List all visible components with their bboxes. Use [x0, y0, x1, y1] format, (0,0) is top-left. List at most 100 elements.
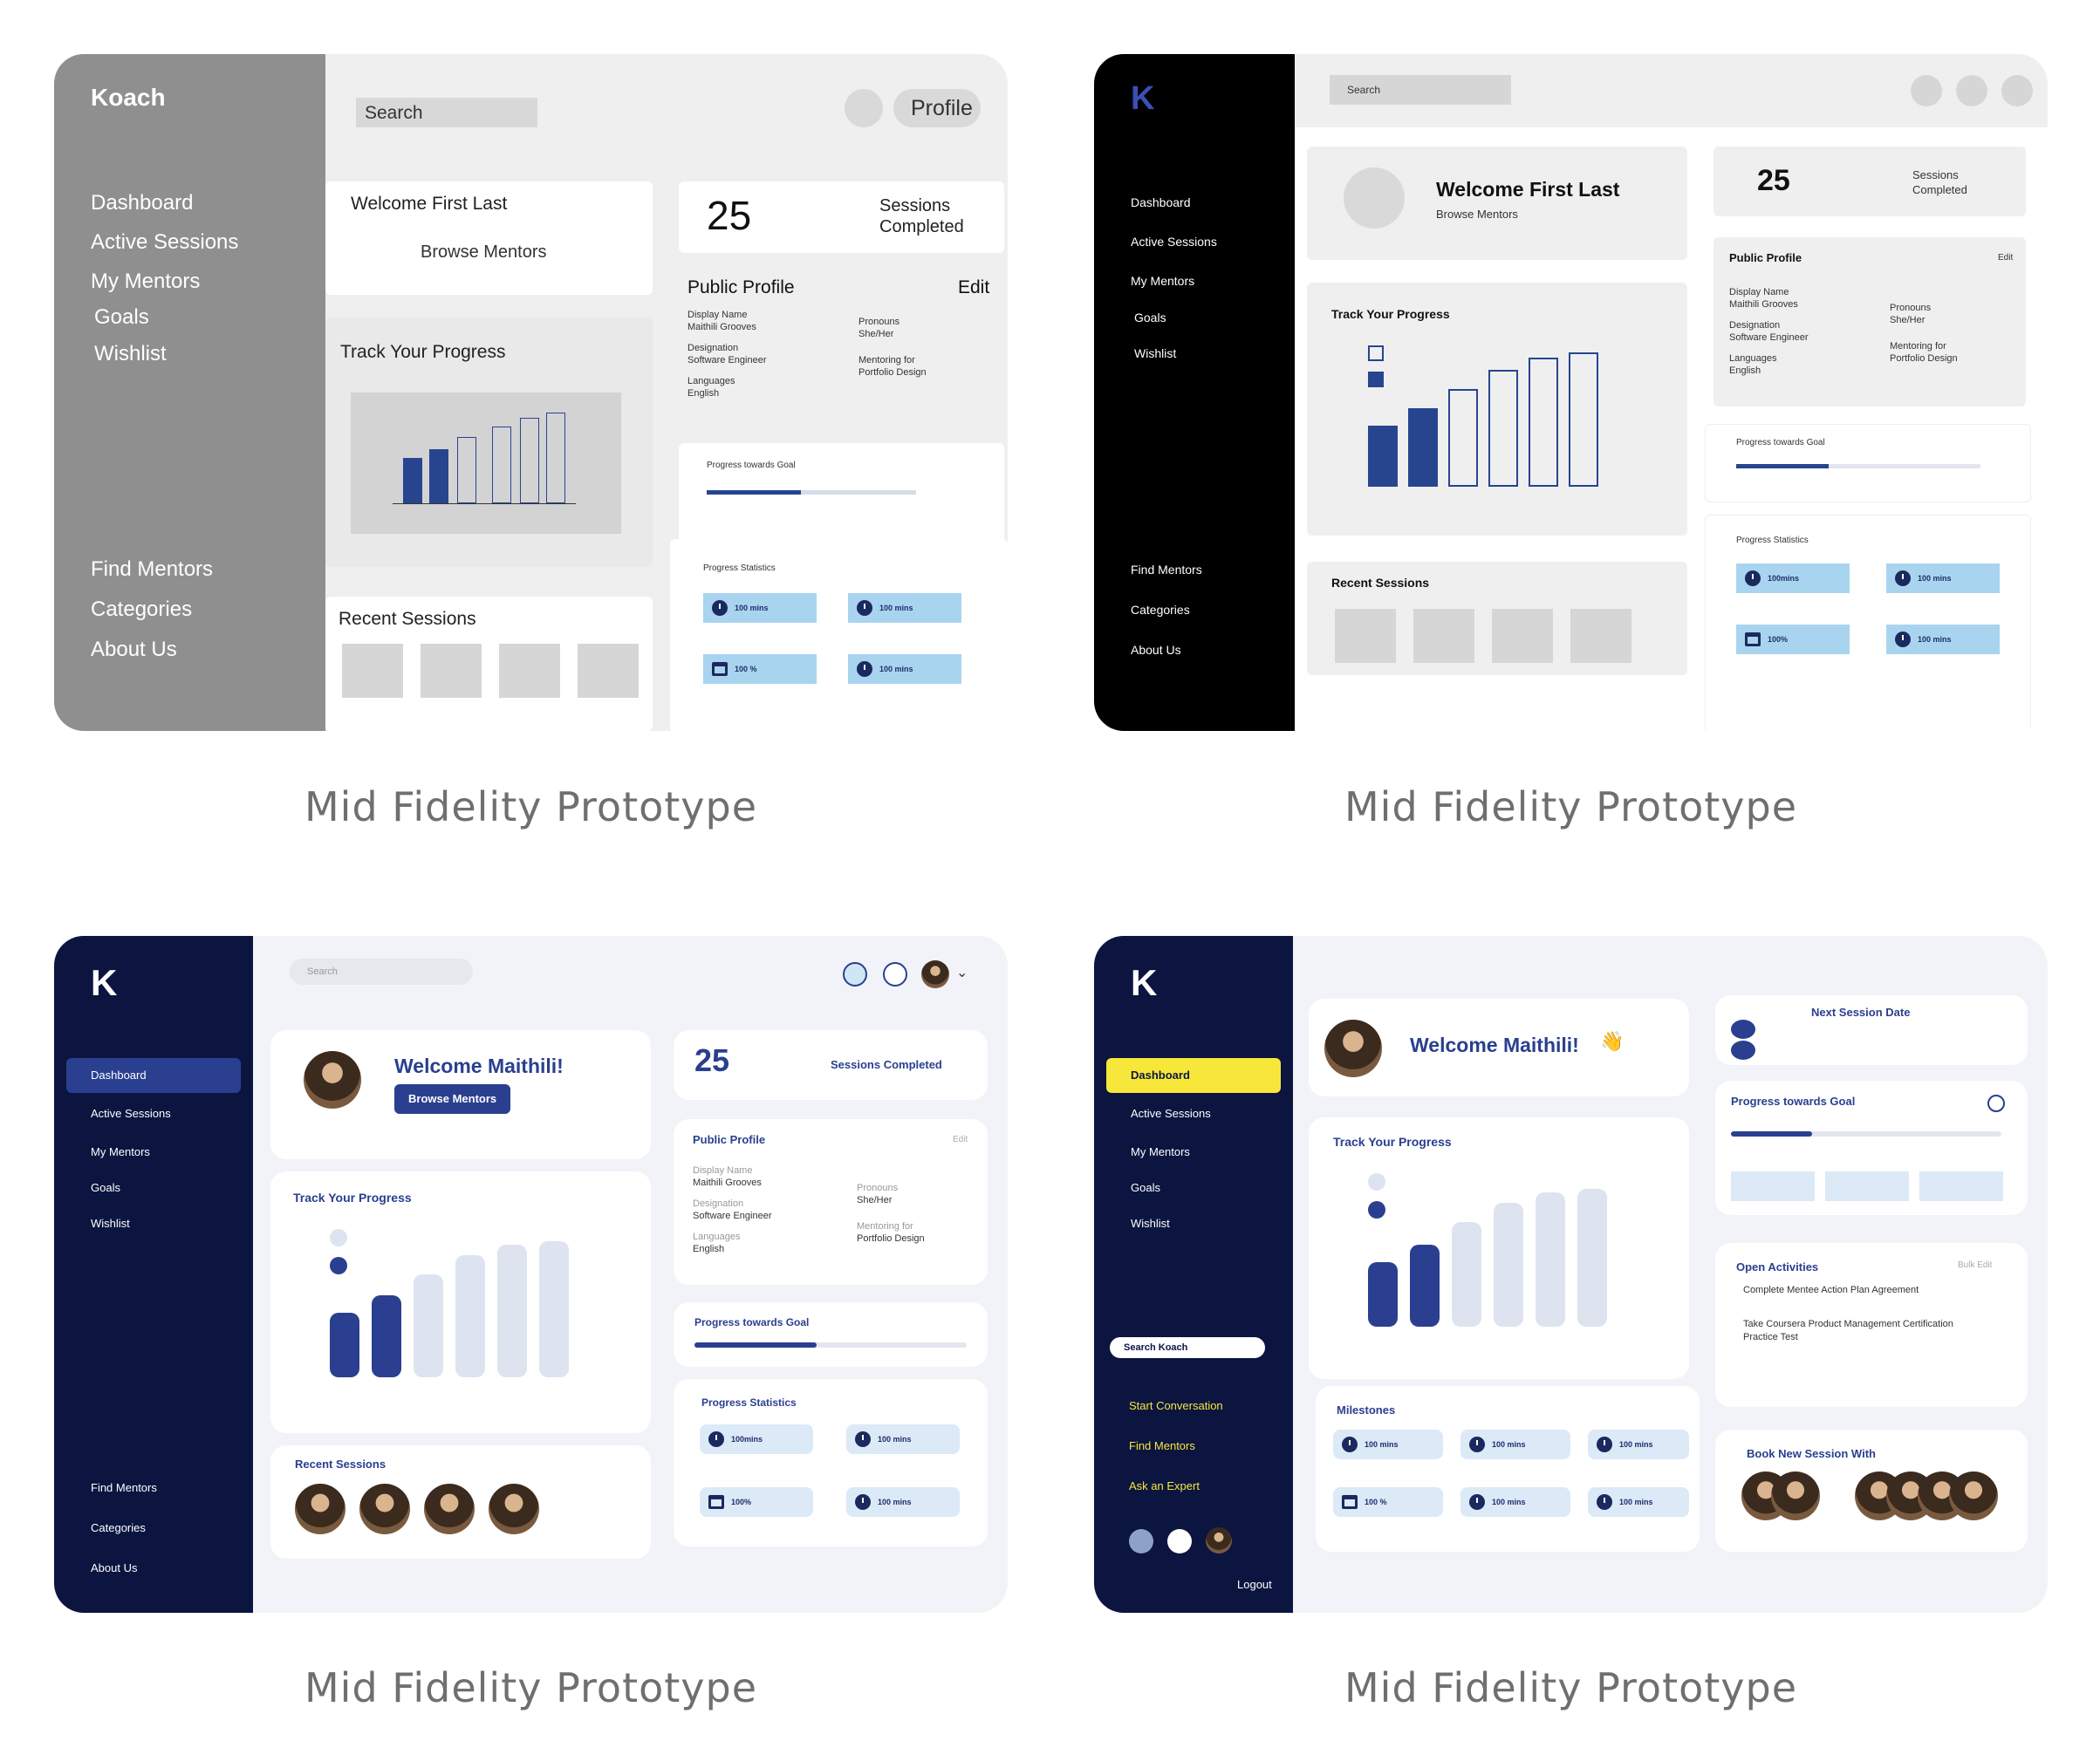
browse-mentors-button[interactable]: Browse Mentors — [394, 1084, 511, 1114]
mentor-avatar[interactable] — [295, 1484, 345, 1534]
edit-button[interactable]: Edit — [1998, 253, 2014, 263]
sidebar-item-about-us[interactable]: About Us — [91, 638, 177, 661]
welcome-card — [325, 181, 653, 295]
sidebar-item-about-us[interactable]: About Us — [91, 1561, 138, 1574]
sidebar-item-wishlist[interactable]: Wishlist — [1134, 346, 1177, 360]
progress-goal-fill — [1731, 1131, 1812, 1137]
sidebar-item-find-mentors[interactable]: Find Mentors — [91, 557, 214, 581]
activity-item[interactable]: Complete Mentee Action Plan Agreement — [1743, 1285, 1919, 1295]
mentor-avatar[interactable] — [1949, 1471, 1998, 1520]
sidebar-item-find-mentors[interactable]: Find Mentors — [1129, 1439, 1195, 1452]
activity-item[interactable]: Take Coursera Product Management Certifi… — [1743, 1319, 1953, 1342]
sidebar-item-active-sessions[interactable]: Active Sessions — [91, 230, 239, 254]
chevron-down-icon[interactable]: ⌄ — [956, 966, 968, 980]
sidebar-item-dashboard[interactable]: Dashboard — [1131, 1069, 1190, 1082]
prototype-3: K Dashboard Active Sessions My Mentors G… — [54, 936, 1008, 1613]
sidebar — [1094, 54, 1295, 731]
clock-icon — [1895, 570, 1911, 586]
search-koach-input[interactable]: Search Koach — [1110, 1337, 1265, 1358]
sidebar-item-wishlist[interactable]: Wishlist — [94, 342, 167, 365]
sidebar-item-my-mentors[interactable]: My Mentors — [1131, 274, 1195, 288]
clock-icon — [857, 661, 872, 677]
icon-placeholder[interactable] — [1956, 75, 1987, 106]
icon-placeholder[interactable] — [1911, 75, 1942, 106]
sidebar — [54, 936, 253, 1613]
sidebar-item-active-sessions[interactable]: Active Sessions — [91, 1107, 171, 1120]
progress-stats-title: Progress Statistics — [701, 1396, 797, 1409]
session-thumbnail[interactable] — [578, 644, 639, 698]
sidebar-item-start-conversation[interactable]: Start Conversation — [1129, 1399, 1223, 1412]
sidebar-item-my-mentors[interactable]: My Mentors — [91, 1145, 150, 1158]
sidebar-item-find-mentors[interactable]: Find Mentors — [1131, 563, 1202, 577]
session-thumbnail[interactable] — [1570, 609, 1631, 663]
sidebar-item-wishlist[interactable]: Wishlist — [1131, 1217, 1170, 1230]
clock-icon — [1597, 1437, 1612, 1452]
browse-mentors-button[interactable]: Browse Mentors — [1436, 208, 1518, 221]
chat-icon[interactable] — [843, 962, 867, 987]
search-input[interactable]: Search — [356, 98, 537, 127]
avatar-placeholder-icon[interactable] — [2001, 75, 2033, 106]
bell-icon[interactable] — [1167, 1529, 1192, 1553]
sidebar-item-dashboard[interactable]: Dashboard — [91, 191, 194, 215]
edit-button[interactable]: Edit — [958, 277, 990, 297]
sidebar-item-dashboard[interactable]: Dashboard — [91, 1069, 147, 1082]
mentor-avatar[interactable] — [1771, 1471, 1820, 1520]
sidebar-item-wishlist[interactable]: Wishlist — [91, 1217, 130, 1230]
user-avatar[interactable] — [1206, 1527, 1232, 1553]
mentor-avatar[interactable] — [424, 1484, 475, 1534]
session-thumbnail[interactable] — [1413, 609, 1474, 663]
sidebar-item-dashboard-active[interactable] — [66, 1058, 241, 1093]
clock-icon — [1745, 570, 1761, 586]
sidebar-item-categories[interactable]: Categories — [91, 597, 193, 621]
mentor-avatar[interactable] — [489, 1484, 539, 1534]
session-thumbnail[interactable] — [1492, 609, 1553, 663]
session-thumbnail[interactable] — [342, 644, 403, 698]
progress-chart — [1368, 1170, 1630, 1327]
sidebar-item-dashboard[interactable]: Dashboard — [1131, 195, 1191, 209]
clock-icon — [855, 1431, 871, 1447]
sidebar-item-goals[interactable]: Goals — [94, 305, 149, 329]
public-profile-title: Public Profile — [693, 1133, 766, 1146]
avatar-placeholder-icon[interactable] — [845, 89, 883, 127]
profile-label: Profile — [911, 96, 973, 120]
profile-fields-left: Display Name Maithili Grooves Designatio… — [1729, 287, 1809, 376]
sidebar-item-dashboard-active[interactable] — [1106, 1058, 1281, 1093]
info-icon[interactable] — [1987, 1095, 2005, 1112]
sidebar-item-active-sessions[interactable]: Active Sessions — [1131, 1107, 1211, 1120]
user-avatar[interactable] — [921, 960, 949, 988]
bell-icon[interactable] — [883, 962, 907, 987]
profile-button[interactable] — [893, 89, 981, 127]
chart-bar — [1368, 426, 1398, 487]
sidebar-item-goals[interactable]: Goals — [1131, 1181, 1160, 1194]
sidebar-item-goals[interactable]: Goals — [91, 1181, 120, 1194]
search-input[interactable]: Search — [1330, 75, 1511, 105]
clock-icon — [1469, 1494, 1485, 1510]
sidebar-item-about-us[interactable]: About Us — [1131, 643, 1181, 657]
sidebar-item-my-mentors[interactable]: My Mentors — [91, 270, 201, 293]
sidebar-item-ask-expert[interactable]: Ask an Expert — [1129, 1479, 1200, 1492]
sessions-count: 25 — [694, 1042, 730, 1078]
sidebar-item-categories[interactable]: Categories — [1131, 603, 1190, 617]
progress-goal-title: Progress towards Goal — [1731, 1095, 1856, 1108]
brand-logo: K — [91, 962, 118, 1003]
calendar-icon — [708, 1495, 724, 1509]
sidebar-item-find-mentors[interactable]: Find Mentors — [91, 1481, 157, 1494]
session-thumbnail[interactable] — [421, 644, 482, 698]
edit-button[interactable]: Edit — [953, 1135, 968, 1144]
sidebar-item-categories[interactable]: Categories — [91, 1521, 146, 1534]
clock-icon — [1342, 1437, 1358, 1452]
search-input[interactable]: Search — [290, 959, 473, 985]
logout-button[interactable]: Logout — [1237, 1578, 1272, 1591]
session-thumbnail[interactable] — [1335, 609, 1396, 663]
bulk-edit-button[interactable]: Bulk Edit — [1958, 1260, 1993, 1270]
browse-mentors-button[interactable]: Browse Mentors — [421, 242, 547, 262]
stat-card: 100 mins — [1588, 1430, 1689, 1459]
sidebar-item-goals[interactable]: Goals — [1134, 311, 1166, 324]
session-thumbnail[interactable] — [499, 644, 560, 698]
sidebar-item-my-mentors[interactable]: My Mentors — [1131, 1145, 1190, 1158]
mentor-avatar[interactable] — [359, 1484, 410, 1534]
sidebar-item-active-sessions[interactable]: Active Sessions — [1131, 235, 1217, 249]
chart-bar — [539, 1241, 569, 1377]
chart-bar — [1410, 1245, 1440, 1327]
chat-icon[interactable] — [1129, 1529, 1153, 1553]
